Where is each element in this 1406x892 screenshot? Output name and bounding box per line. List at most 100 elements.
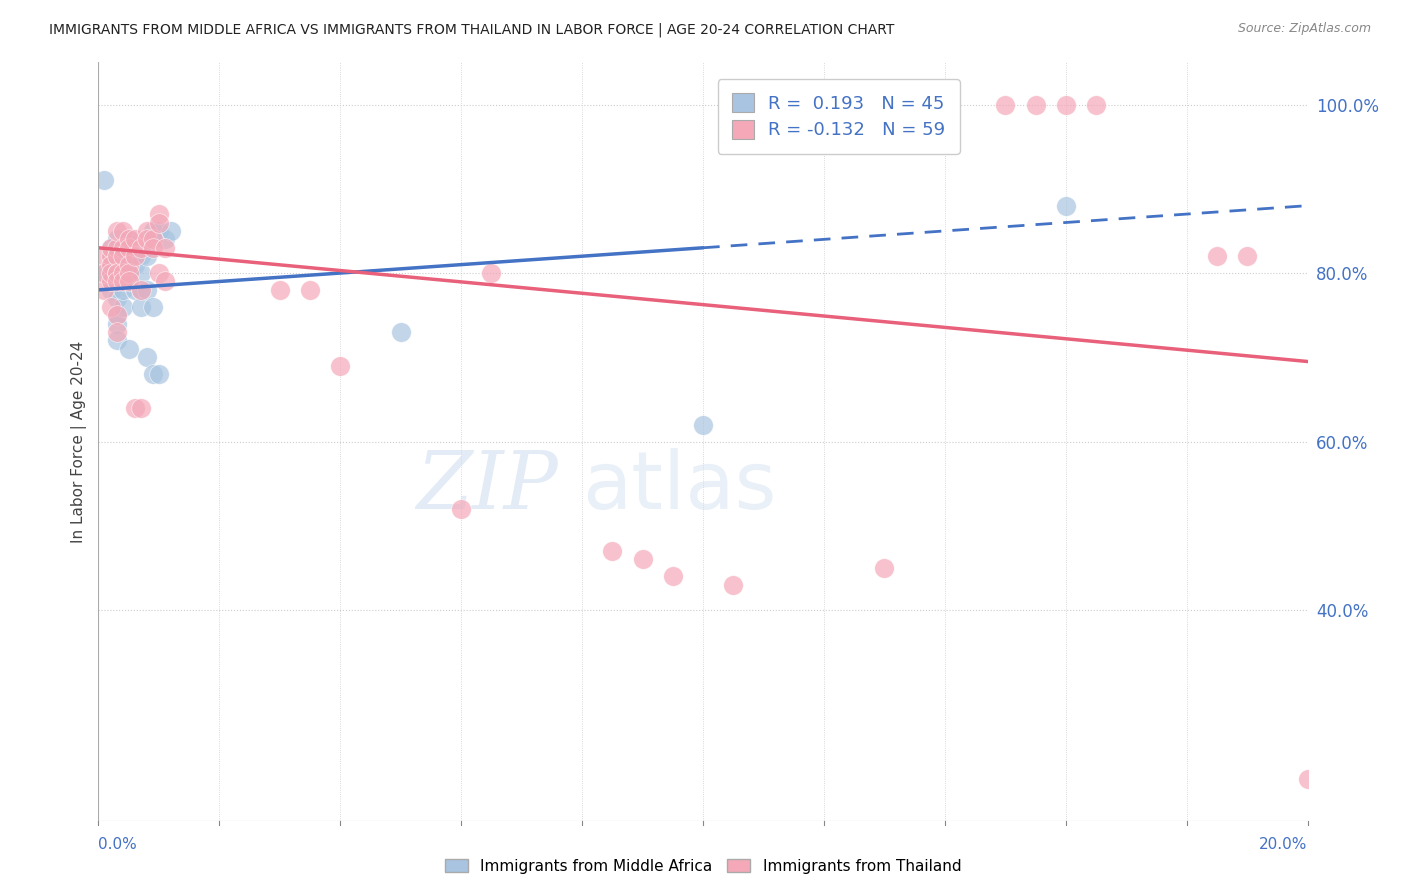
Point [100, 266, 122, 280]
Point [129, 249, 152, 263]
Point [1236, 249, 1258, 263]
Point [450, 502, 472, 516]
Point [118, 275, 141, 289]
Point [93, 249, 115, 263]
Point [105, 249, 128, 263]
Point [111, 241, 134, 255]
Point [105, 308, 128, 322]
Point [105, 291, 128, 305]
Point [1085, 97, 1108, 112]
Point [124, 232, 146, 246]
Text: ZIP: ZIP [416, 449, 558, 525]
Point [100, 275, 122, 289]
Point [129, 241, 152, 255]
Point [1206, 249, 1229, 263]
Point [148, 266, 170, 280]
Point [93, 266, 115, 280]
Point [105, 325, 128, 339]
Point [100, 300, 122, 314]
Point [105, 334, 128, 348]
Point [105, 275, 128, 289]
Point [118, 232, 141, 246]
Point [661, 569, 683, 583]
Point [100, 249, 122, 263]
Point [100, 258, 122, 272]
Point [105, 241, 128, 255]
Point [269, 283, 291, 297]
Text: 0.0%: 0.0% [98, 838, 138, 853]
Point [111, 224, 134, 238]
Point [148, 207, 170, 221]
Point [105, 266, 128, 280]
Legend: Immigrants from Middle Africa, Immigrants from Thailand: Immigrants from Middle Africa, Immigrant… [439, 853, 967, 880]
Point [105, 232, 128, 246]
Point [148, 224, 170, 238]
Point [111, 266, 134, 280]
Point [124, 283, 146, 297]
Point [105, 249, 128, 263]
Point [105, 275, 128, 289]
Point [93, 266, 115, 280]
Point [105, 266, 128, 280]
Point [129, 401, 152, 415]
Point [148, 367, 170, 381]
Point [100, 241, 122, 255]
Point [100, 275, 122, 289]
Point [481, 266, 503, 280]
Point [124, 249, 146, 263]
Point [118, 241, 141, 255]
Point [124, 401, 146, 415]
Text: IMMIGRANTS FROM MIDDLE AFRICA VS IMMIGRANTS FROM THAILAND IN LABOR FORCE | AGE 2: IMMIGRANTS FROM MIDDLE AFRICA VS IMMIGRA… [49, 22, 894, 37]
Point [111, 275, 134, 289]
Point [105, 258, 128, 272]
Point [1296, 772, 1319, 786]
Point [160, 224, 183, 238]
Point [111, 300, 134, 314]
Point [111, 283, 134, 297]
Point [105, 224, 128, 238]
Point [602, 544, 624, 558]
Point [100, 283, 122, 297]
Point [873, 561, 896, 575]
Point [299, 283, 322, 297]
Point [994, 97, 1017, 112]
Point [142, 367, 165, 381]
Point [124, 258, 146, 272]
Point [118, 266, 141, 280]
Point [118, 249, 141, 263]
Point [153, 275, 176, 289]
Text: atlas: atlas [582, 448, 776, 526]
Point [105, 317, 128, 331]
Point [135, 351, 157, 365]
Point [111, 258, 134, 272]
Point [124, 249, 146, 263]
Point [153, 241, 176, 255]
Point [142, 232, 165, 246]
Point [723, 578, 745, 592]
Text: Source: ZipAtlas.com: Source: ZipAtlas.com [1237, 22, 1371, 36]
Point [631, 552, 654, 566]
Text: 20.0%: 20.0% [1260, 838, 1308, 853]
Point [100, 249, 122, 263]
Point [135, 283, 157, 297]
Y-axis label: In Labor Force | Age 20-24: In Labor Force | Age 20-24 [72, 341, 87, 542]
Point [329, 359, 352, 373]
Point [135, 224, 157, 238]
Point [1024, 97, 1046, 112]
Legend: R =  0.193   N = 45, R = -0.132   N = 59: R = 0.193 N = 45, R = -0.132 N = 59 [718, 79, 960, 153]
Point [1054, 97, 1077, 112]
Point [1054, 199, 1077, 213]
Point [129, 283, 152, 297]
Point [111, 266, 134, 280]
Point [129, 266, 152, 280]
Point [93, 173, 115, 187]
Point [105, 308, 128, 322]
Point [692, 417, 714, 432]
Point [100, 241, 122, 255]
Point [142, 224, 165, 238]
Point [129, 283, 152, 297]
Point [118, 266, 141, 280]
Point [111, 241, 134, 255]
Point [142, 241, 165, 255]
Point [148, 215, 170, 229]
